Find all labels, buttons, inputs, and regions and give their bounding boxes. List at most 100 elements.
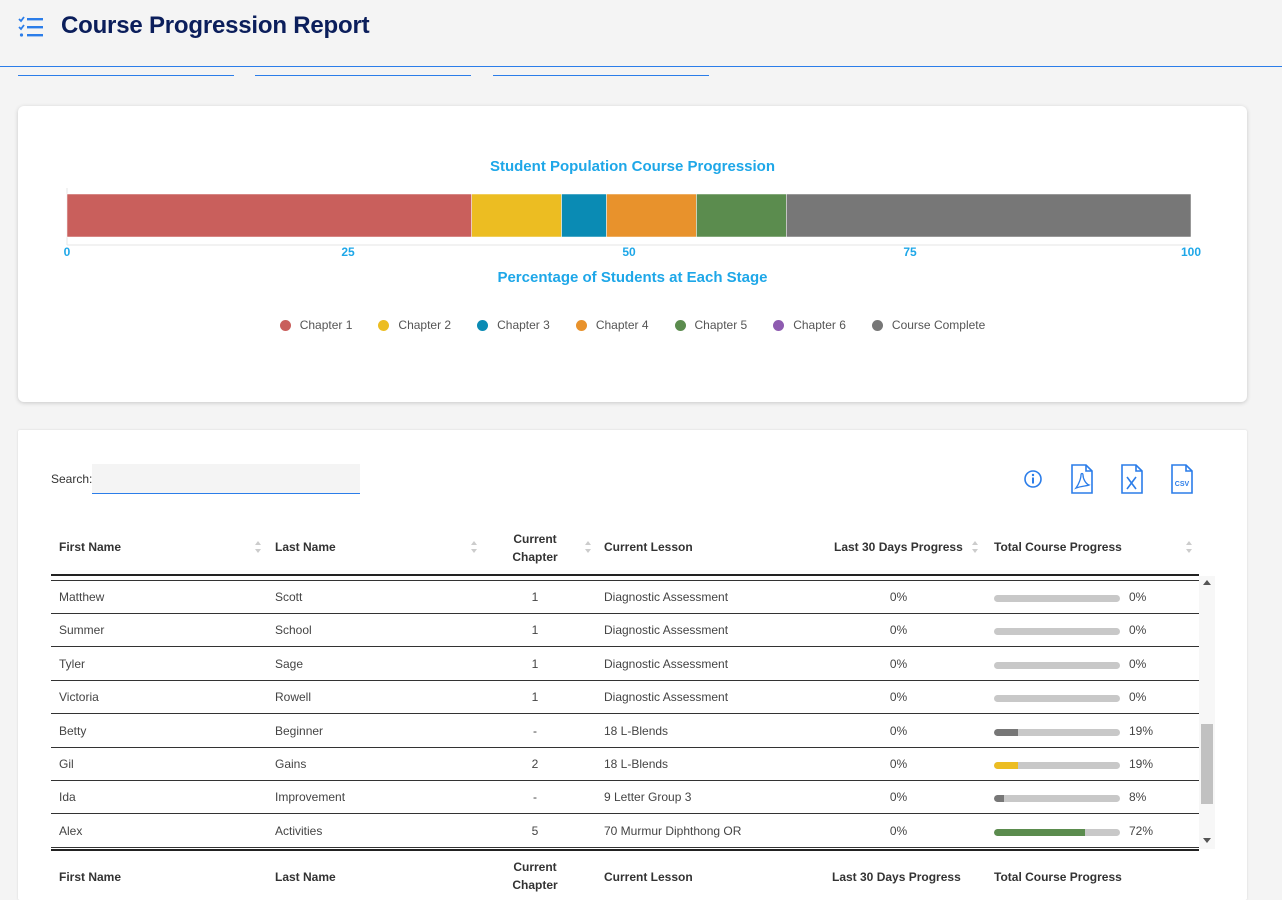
table-row[interactable]: Ida Improvement - 9 Letter Group 3 0% 8% bbox=[51, 781, 1199, 815]
table-scrollbar[interactable] bbox=[1199, 576, 1215, 849]
cell-total-progress: 19% bbox=[1129, 723, 1154, 738]
search-label: Search: bbox=[51, 472, 93, 486]
cell-last-name: Beginner bbox=[275, 723, 324, 738]
progress-bar bbox=[994, 661, 1120, 669]
sort-icon[interactable] bbox=[584, 540, 592, 554]
search-input[interactable] bbox=[92, 464, 360, 494]
legend-item[interactable]: Chapter 1 bbox=[279, 318, 353, 332]
cell-current-lesson: Diagnostic Assessment bbox=[604, 690, 729, 705]
col-current-chapter[interactable]: Current Chapter bbox=[500, 530, 570, 566]
chart-title: Student Population Course Progression bbox=[489, 158, 776, 175]
header-divider bbox=[51, 574, 1199, 576]
excel-export-icon[interactable] bbox=[1120, 464, 1144, 494]
cell-last-name: Gains bbox=[275, 757, 307, 771]
sort-icon[interactable] bbox=[254, 540, 262, 554]
sort-icon[interactable] bbox=[1185, 540, 1193, 554]
cell-last-30-days: 0% bbox=[889, 623, 908, 638]
col-last-name[interactable]: Last Name bbox=[275, 540, 336, 554]
cell-first-name: Alex bbox=[59, 823, 83, 838]
scroll-thumb[interactable] bbox=[1201, 724, 1213, 804]
bar-segment-chapter-4[interactable] bbox=[606, 193, 697, 238]
legend-item[interactable]: Course Complete bbox=[871, 318, 986, 332]
info-icon[interactable] bbox=[1023, 469, 1043, 489]
progress-bar bbox=[994, 762, 1120, 769]
progress-bar bbox=[994, 795, 1120, 803]
filter-field-1[interactable] bbox=[18, 75, 234, 76]
progress-bar-fill bbox=[994, 795, 1005, 803]
svg-text:CSV: CSV bbox=[1175, 481, 1190, 488]
csv-export-icon[interactable]: CSV bbox=[1170, 464, 1194, 494]
page-title: Course Progression Report bbox=[61, 12, 370, 39]
cell-first-name: Summer bbox=[59, 623, 105, 638]
col-first-name[interactable]: First Name bbox=[59, 540, 122, 554]
col-current-lesson[interactable]: Current Lesson bbox=[604, 540, 693, 554]
footer-current-chapter: Current Chapter bbox=[500, 858, 570, 894]
table-row[interactable]: Summer School 1 Diagnostic Assessment 0% 0% bbox=[51, 614, 1199, 648]
legend-item[interactable]: Chapter 4 bbox=[575, 318, 649, 332]
bar-segment-course-complete[interactable] bbox=[786, 193, 1192, 238]
table-row[interactable]: Victoria Rowell 1 Diagnostic Assessment 0% 0% bbox=[51, 681, 1199, 715]
cell-last-30-days: 0% bbox=[889, 590, 908, 604]
cell-current-chapter: 2 bbox=[531, 757, 539, 771]
x-tick-label: 100 bbox=[1181, 245, 1201, 259]
legend-item[interactable]: Chapter 2 bbox=[378, 318, 451, 332]
footer-first-name: First Name bbox=[59, 870, 122, 884]
cell-total-progress: 72% bbox=[1129, 823, 1154, 838]
scroll-up-arrow[interactable] bbox=[1203, 580, 1211, 585]
cell-last-name: Rowell bbox=[275, 690, 312, 705]
cell-first-name: Betty bbox=[59, 723, 87, 738]
progress-bar bbox=[994, 695, 1120, 703]
table-row[interactable]: Matthew Scott 1 Diagnostic Assessment 0% 0% bbox=[51, 581, 1199, 614]
pdf-export-icon[interactable] bbox=[1070, 464, 1094, 494]
legend-item[interactable]: Chapter 3 bbox=[477, 318, 550, 332]
cell-current-lesson: 9 Letter Group 3 bbox=[604, 790, 692, 805]
cell-last-name: Activities bbox=[275, 823, 323, 838]
footer-last-name: Last Name bbox=[275, 870, 336, 884]
page-header: Course Progression Report bbox=[0, 0, 1282, 67]
cell-last-name: School bbox=[275, 623, 312, 638]
list-check-icon bbox=[18, 16, 43, 37]
legend-item[interactable]: Chapter 5 bbox=[674, 318, 747, 332]
table-row[interactable]: Betty Beginner - 18 L-Blends 0% 19% bbox=[51, 715, 1199, 748]
legend-label: Chapter 3 bbox=[497, 318, 550, 332]
cell-total-progress: 0% bbox=[1129, 590, 1147, 604]
cell-last-name: Improvement bbox=[275, 790, 346, 805]
filter-field-2[interactable] bbox=[255, 75, 471, 76]
chart-x-axis-label: Percentage of Students at Each Stage bbox=[497, 269, 768, 286]
legend-dot bbox=[773, 319, 785, 331]
legend-dot bbox=[871, 319, 883, 331]
cell-total-progress: 0% bbox=[1129, 656, 1147, 671]
cell-total-progress: 8% bbox=[1129, 790, 1147, 805]
bar-segment-chapter-5[interactable] bbox=[696, 193, 787, 238]
table-row[interactable]: Tyler Sage 1 Diagnostic Assessment 0% 0% bbox=[51, 648, 1199, 681]
table-row[interactable]: Alex Activities 5 70 Murmur Diphthong OR 0% 7… bbox=[51, 815, 1199, 848]
cell-current-lesson: Diagnostic Assessment bbox=[604, 623, 729, 638]
legend-item[interactable]: Chapter 6 bbox=[773, 318, 846, 332]
bar-segment-chapter-2[interactable] bbox=[471, 193, 562, 238]
cell-current-lesson: 18 L-Blends bbox=[604, 757, 669, 771]
cell-last-30-days: 0% bbox=[889, 757, 908, 771]
table-row[interactable]: Gil Gains 2 18 L-Blends 0% 19% bbox=[51, 748, 1199, 781]
col-total-progress[interactable]: Total Course Progress bbox=[994, 540, 1122, 554]
filter-field-3[interactable] bbox=[493, 75, 709, 76]
scroll-down-arrow[interactable] bbox=[1203, 838, 1211, 843]
sort-icon[interactable] bbox=[470, 540, 478, 554]
cell-total-progress: 19% bbox=[1129, 757, 1154, 771]
legend-label: Course Complete bbox=[891, 318, 986, 332]
legend-dot bbox=[279, 319, 291, 331]
legend-dot bbox=[575, 319, 587, 331]
legend-label: Chapter 1 bbox=[299, 318, 353, 332]
sort-icon[interactable] bbox=[971, 540, 979, 554]
cell-first-name: Victoria bbox=[59, 690, 99, 705]
cell-last-30-days: 0% bbox=[889, 790, 908, 805]
cell-current-chapter: - bbox=[533, 790, 537, 805]
col-current-chapter-line2: Chapter bbox=[512, 550, 558, 564]
x-tick-label: 25 bbox=[341, 245, 355, 259]
cell-current-lesson: 70 Murmur Diphthong OR bbox=[604, 823, 742, 838]
col-last-30-days[interactable]: Last 30 Days Progress bbox=[834, 540, 963, 554]
bar-segment-chapter-3[interactable] bbox=[561, 193, 607, 238]
progress-bar bbox=[994, 595, 1120, 602]
x-tick-label: 50 bbox=[622, 245, 636, 259]
bar-segment-chapter-1[interactable] bbox=[66, 193, 472, 238]
progress-bar bbox=[994, 828, 1120, 836]
